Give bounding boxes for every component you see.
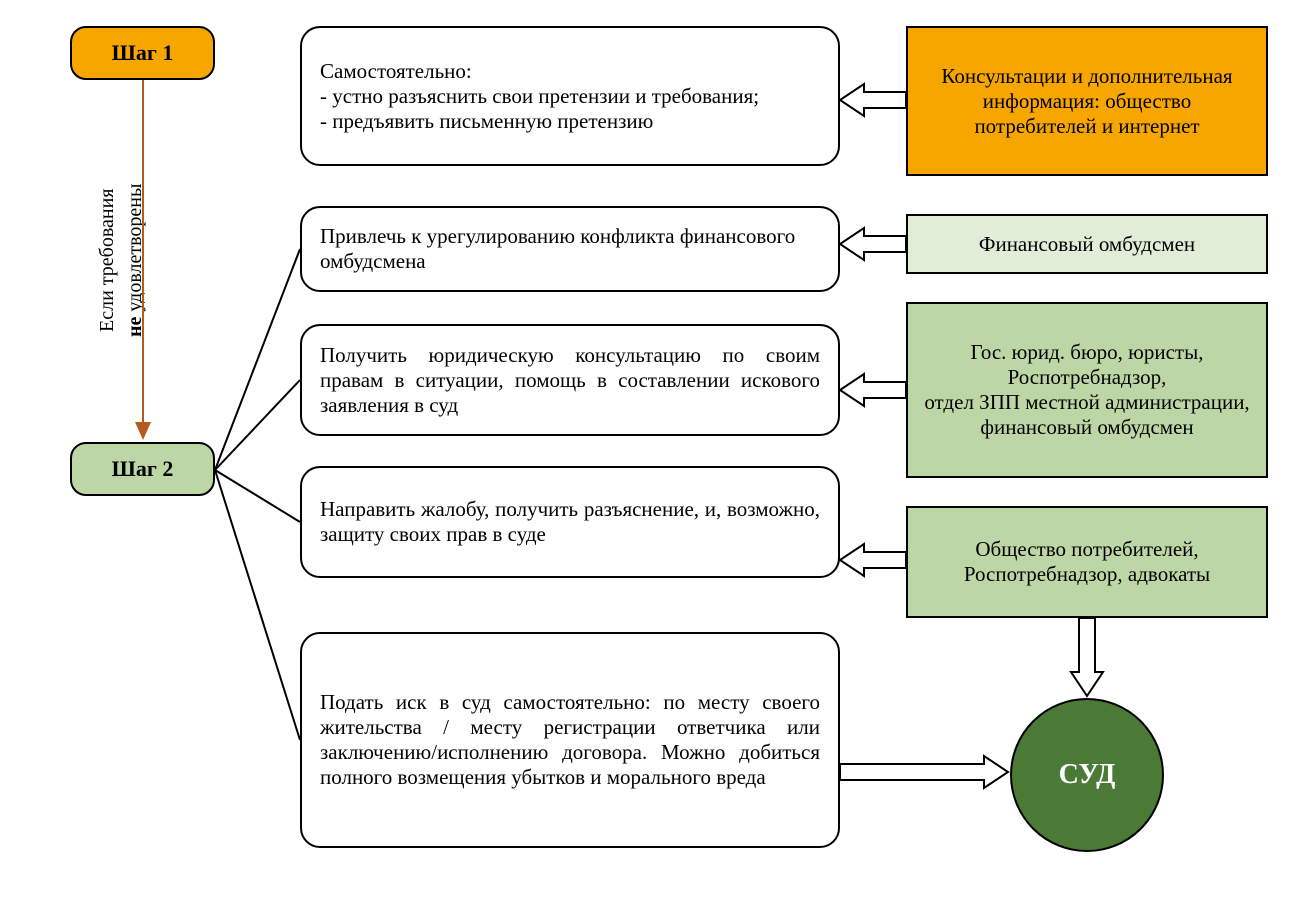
middle-box-m3: Получить юридическую консультацию по сво… xyxy=(300,324,840,436)
right-box-text: Консультации и дополнительная информация… xyxy=(920,64,1254,139)
right-box-text: Гос. юрид. бюро, юристы, Роспотребнадзор… xyxy=(920,340,1254,440)
middle-box-text: Получить юридическую консультацию по сво… xyxy=(320,343,820,418)
middle-box-m2: Привлечь к урегулированию конфликта фина… xyxy=(300,206,840,292)
middle-box-text: Подать иск в суд самостоятельно: по мест… xyxy=(320,690,820,790)
right-box-r1: Консультации и дополнительная информация… xyxy=(906,26,1268,176)
court-label: СУД xyxy=(1059,759,1116,791)
right-box-r4: Общество потребителей, Роспотребнадзор, … xyxy=(906,506,1268,618)
middle-box-text: Привлечь к урегулированию конфликта фина… xyxy=(320,224,820,274)
edge-label-line1: Если требования xyxy=(96,110,119,410)
middle-box-m4: Направить жалобу, получить разъяснение, … xyxy=(300,466,840,578)
right-box-text: Общество потребителей, Роспотребнадзор, … xyxy=(920,537,1254,587)
court-circle: СУД xyxy=(1010,698,1164,852)
step1-badge: Шаг 1 xyxy=(70,26,215,80)
middle-box-text: Направить жалобу, получить разъяснение, … xyxy=(320,497,820,547)
step2-badge: Шаг 2 xyxy=(70,442,215,496)
middle-box-m1: Самостоятельно:- устно разъяснить свои п… xyxy=(300,26,840,166)
middle-box-text: Самостоятельно:- устно разъяснить свои п… xyxy=(320,59,820,134)
right-box-r3: Гос. юрид. бюро, юристы, Роспотребнадзор… xyxy=(906,302,1268,478)
edge-label-line2: не удовлетворены xyxy=(124,110,147,410)
step1-label: Шаг 1 xyxy=(112,40,174,66)
right-box-text: Финансовый омбудсмен xyxy=(979,232,1195,257)
right-box-r2: Финансовый омбудсмен xyxy=(906,214,1268,274)
step2-label: Шаг 2 xyxy=(112,456,174,482)
middle-box-m5: Подать иск в суд самостоятельно: по мест… xyxy=(300,632,840,848)
